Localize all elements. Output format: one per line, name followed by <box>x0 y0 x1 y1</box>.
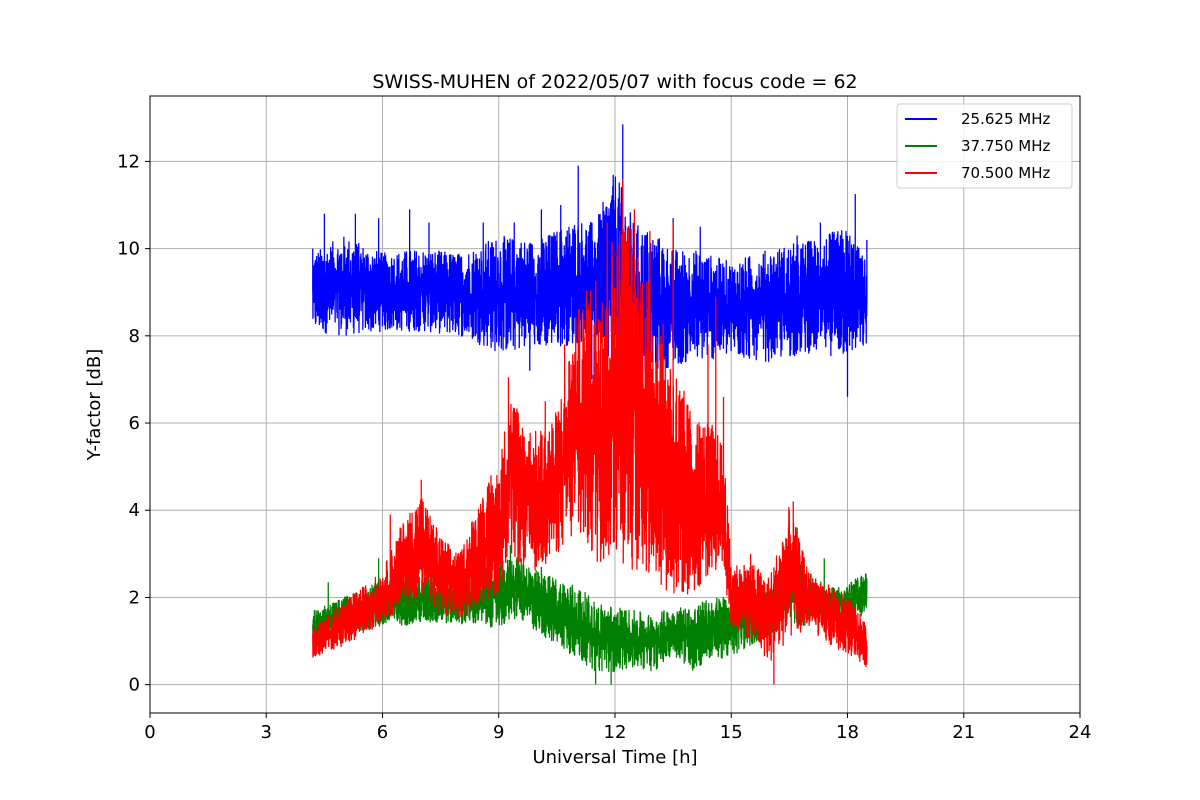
y-tick-label: 8 <box>129 326 140 347</box>
legend-label: 37.750 MHz <box>961 137 1050 155</box>
series-line-3 <box>312 178 868 685</box>
x-tick-label: 15 <box>720 722 743 743</box>
y-axis-label: Y-factor [dB] <box>84 349 105 462</box>
x-tick-label: 6 <box>377 722 388 743</box>
legend-label: 70.500 MHz <box>961 164 1050 182</box>
y-tick-label: 2 <box>129 587 140 608</box>
series-layer <box>312 124 868 685</box>
x-tick-label: 9 <box>493 722 504 743</box>
x-tick-label: 3 <box>261 722 272 743</box>
legend-label: 25.625 MHz <box>961 110 1050 128</box>
y-tick-label: 4 <box>129 500 140 521</box>
y-tick-label: 12 <box>117 151 140 172</box>
x-tick-label: 24 <box>1069 722 1092 743</box>
x-tick-label: 18 <box>836 722 859 743</box>
x-axis-label: Universal Time [h] <box>532 747 697 768</box>
y-tick-label: 10 <box>117 239 140 260</box>
legend: 25.625 MHz 37.750 MHz 70.500 MHz <box>896 103 1073 189</box>
y-tick-label: 0 <box>129 675 140 696</box>
x-tick-label: 0 <box>144 722 155 743</box>
chart-title: SWISS-MUHEN of 2022/05/07 with focus cod… <box>372 71 857 93</box>
legend-box <box>896 103 1073 189</box>
y-tick-label: 6 <box>129 413 140 434</box>
x-tick-label: 21 <box>952 722 975 743</box>
x-tick-label: 12 <box>604 722 627 743</box>
